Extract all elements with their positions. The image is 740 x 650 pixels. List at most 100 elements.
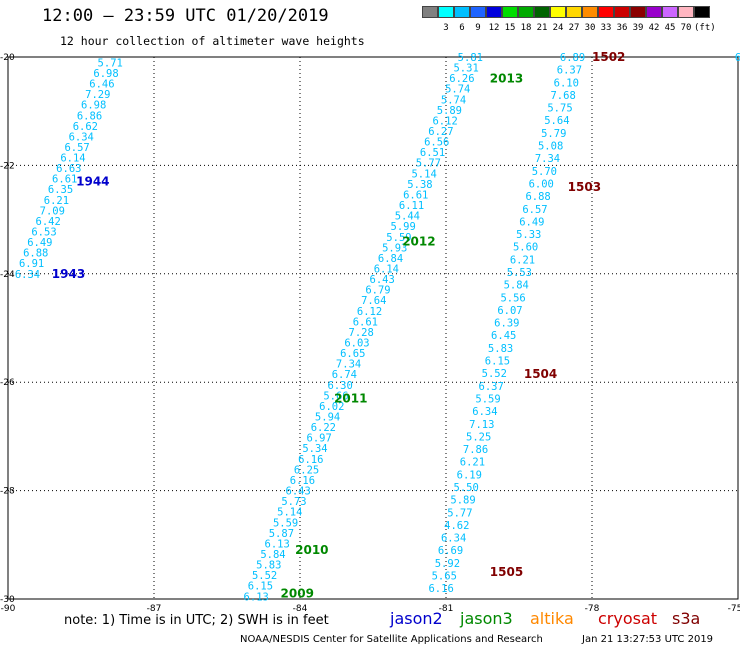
wave-height-value: 6.37 — [479, 381, 504, 393]
wave-height-value: 6.88 — [525, 191, 550, 203]
plot-frame — [7, 56, 739, 600]
color-scale-label: 30 — [584, 23, 596, 33]
wave-height-value: 6.34 — [472, 406, 497, 418]
wave-height-value: 6.88 — [23, 248, 48, 260]
wave-height-value: 5.74 — [445, 84, 470, 96]
wave-height-value: 7.28 — [349, 327, 374, 339]
legend-item-jason3: jason3 — [460, 609, 513, 628]
wave-height-value: 7.34 — [336, 359, 361, 371]
wave-height-value: 6.49 — [27, 237, 52, 249]
wave-height-value: 6.63 — [56, 163, 81, 175]
wave-height-value: 6.42 — [36, 216, 61, 228]
wave-height-value: 5.38 — [407, 179, 432, 191]
wave-height-value: 5.74 — [441, 94, 466, 106]
wave-height-value: 6.61 — [52, 174, 77, 186]
wave-height-value: 5.79 — [541, 128, 566, 140]
wave-height-value: 6.53 — [31, 227, 56, 239]
wave-height-value: 5.89 — [450, 495, 475, 507]
color-swatch — [662, 6, 678, 18]
wave-height-value: 6.21 — [460, 457, 485, 469]
color-scale-label: 45 — [664, 23, 676, 33]
wave-height-value: 6.79 — [365, 285, 390, 297]
wave-height-value: 6.16 — [290, 475, 315, 487]
wave-height-value: 6.15 — [248, 581, 273, 593]
pass-number-label: 2011 — [334, 391, 367, 405]
wave-height-value: 6.27 — [428, 126, 453, 138]
wave-height-value: 6.61 — [403, 189, 428, 201]
wave-height-value: 6.98 — [93, 68, 118, 80]
wave-height-value: 5.53 — [507, 267, 532, 279]
color-swatch — [566, 6, 582, 18]
color-scale-label: 9 — [475, 23, 481, 33]
wave-height-value: 6.84 — [378, 253, 403, 265]
wave-height-value: 5.93 — [382, 242, 407, 254]
color-swatch — [630, 6, 646, 18]
pass-number-label: 2009 — [281, 587, 314, 601]
color-scale-label: 70 — [680, 23, 692, 33]
wave-height-value: 5.59 — [386, 232, 411, 244]
wave-height-value: 6.11 — [399, 200, 424, 212]
wave-height-value: 5.73 — [281, 496, 306, 508]
color-scale-label: 21 — [536, 23, 548, 33]
legend-item-jason2: jason2 — [390, 609, 443, 628]
wave-height-value: 6.13 — [265, 538, 290, 550]
wave-height-value: 6.57 — [64, 142, 89, 154]
page-title: 12:00 – 23:59 UTC 01/20/2019 — [42, 6, 329, 26]
pass-number-label: 1505 — [490, 565, 523, 579]
legend-item-altika: altika — [530, 609, 574, 628]
generation-timestamp: Jan 21 13:27:53 UTC 2019 — [582, 634, 714, 645]
wave-height-value: 6 — [735, 52, 740, 64]
color-scale-label: 12 — [488, 23, 500, 33]
color-scale-label: 27 — [568, 23, 580, 33]
pass-number-label: 1943 — [52, 267, 85, 281]
wave-height-value: 5.77 — [447, 507, 472, 519]
wave-height-value: 5.83 — [256, 560, 281, 572]
wave-height-value: 6.51 — [420, 147, 445, 159]
pass-number-label: 2010 — [295, 543, 328, 557]
color-scale-label: 36 — [616, 23, 628, 33]
wave-height-value: 5.25 — [466, 431, 491, 443]
wave-height-value: 7.68 — [550, 90, 575, 102]
wave-height-value: 6.13 — [244, 591, 269, 603]
y-tick-label: -22 — [0, 161, 15, 171]
wave-height-value: 7.64 — [361, 295, 386, 307]
wave-height-value: 6.43 — [370, 274, 395, 286]
wave-height-value: 6.02 — [319, 401, 344, 413]
color-swatch — [694, 6, 710, 18]
wave-height-value: 5.59 — [273, 517, 298, 529]
x-tick-label: -87 — [147, 604, 162, 614]
color-scale-label: 18 — [520, 23, 532, 33]
wave-height-value: 5.77 — [416, 158, 441, 170]
wave-height-value: 7.29 — [85, 89, 110, 101]
color-swatch — [534, 6, 550, 18]
wave-height-value: 6.35 — [48, 184, 73, 196]
color-swatch — [470, 6, 486, 18]
wave-height-value: 5.84 — [260, 549, 285, 561]
wave-height-value: 5.75 — [547, 103, 572, 115]
color-swatch — [422, 6, 438, 18]
wave-height-value: 6.45 — [491, 330, 516, 342]
color-swatch — [454, 6, 470, 18]
page-subtitle: 12 hour collection of altimeter wave hei… — [60, 34, 365, 48]
wave-height-value: 5.81 — [458, 52, 483, 64]
wave-height-value: 6.34 — [441, 533, 466, 545]
wave-height-value: 6.65 — [340, 348, 365, 360]
color-swatch — [678, 6, 694, 18]
wave-height-value: 6.21 — [510, 254, 535, 266]
pass-number-label: 1502 — [592, 50, 625, 64]
wave-height-value: 6.69 — [438, 545, 463, 557]
wave-height-value: 6.00 — [529, 178, 554, 190]
wave-height-value: 6.57 — [522, 204, 547, 216]
legend-item-s3a: s3a — [672, 609, 701, 628]
x-tick-label: -75 — [728, 604, 740, 614]
color-scale-label: 42 — [648, 23, 660, 33]
color-scale-label: 15 — [504, 23, 516, 33]
wave-height-value: 6.49 — [519, 216, 544, 228]
wave-height-value: 5.84 — [504, 280, 529, 292]
wave-height-value: 5.52 — [482, 368, 507, 380]
x-tick-label: -81 — [439, 604, 454, 614]
wave-height-value: 5.60 — [513, 242, 538, 254]
wave-height-value: 5.50 — [454, 482, 479, 494]
wave-height-value: 6.39 — [494, 318, 519, 330]
